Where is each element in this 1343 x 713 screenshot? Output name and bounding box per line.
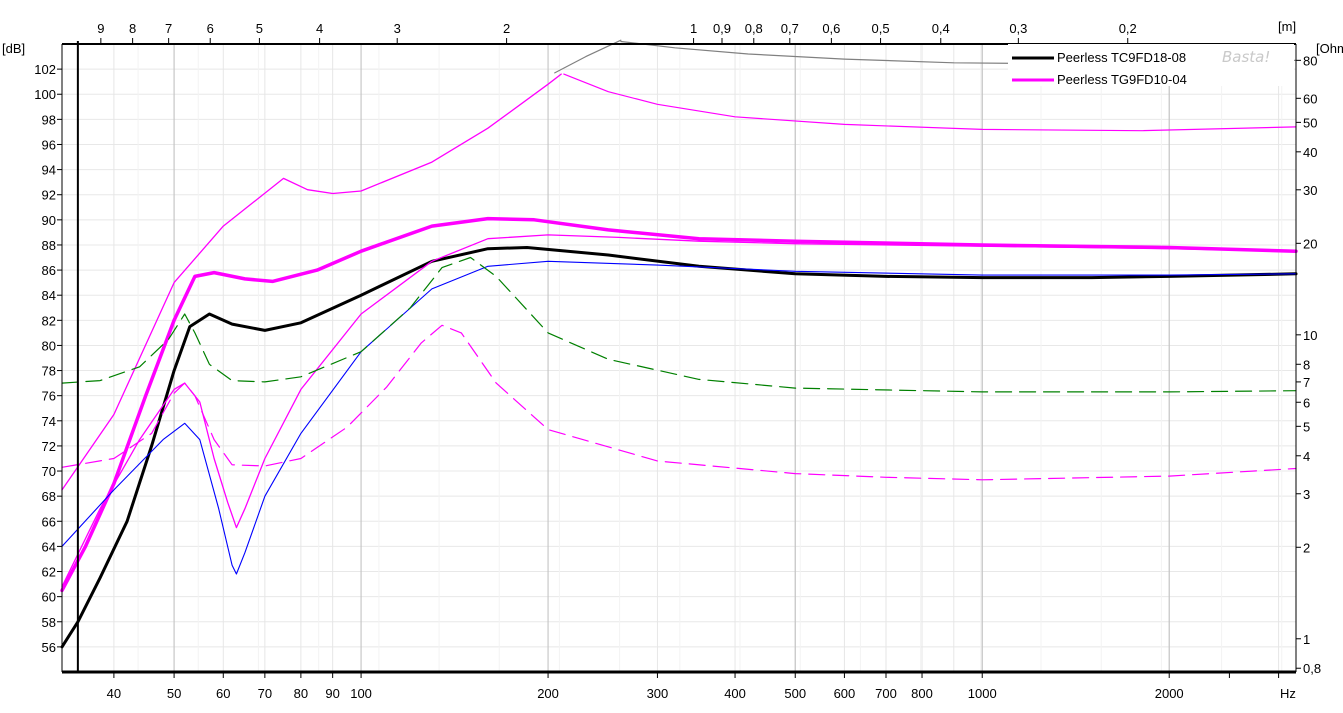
right-tick-label: 50: [1303, 115, 1317, 130]
top-tick-label: 0,7: [781, 21, 799, 36]
top-tick-label: 5: [256, 21, 263, 36]
right-tick-label: 20: [1303, 236, 1317, 251]
legend: Peerless TC9FD18-08 Peerless TG9FD10-04 …: [1008, 44, 1294, 87]
right-tick-label: 0,8: [1303, 661, 1321, 676]
right-tick-label: 40: [1303, 145, 1317, 160]
top-tick-label: 7: [165, 21, 172, 36]
right-tick-label: 7: [1303, 375, 1310, 390]
x-tick-label: 70: [258, 686, 272, 701]
series-line-0: [60, 246, 1298, 649]
right-tick-label: 10: [1303, 328, 1317, 343]
x-tick-label: 100: [350, 686, 372, 701]
legend-label-tc9fd: Peerless TC9FD18-08: [1057, 50, 1186, 65]
tick-labels-layer: 5658606264666870727476788082848688909294…: [34, 21, 1321, 701]
x-axis-label: Hz: [1280, 686, 1296, 701]
series-line-8: [61, 256, 1297, 393]
x-tick-label: 300: [647, 686, 669, 701]
y-tick-label: 80: [42, 338, 56, 353]
y-tick-label: 74: [42, 414, 56, 429]
right-tick-label: 8: [1303, 357, 1310, 372]
top-tick-label: 0,6: [822, 21, 840, 36]
x-tick-label: 800: [911, 686, 933, 701]
top-tick-label: 0,3: [1009, 21, 1027, 36]
x-tick-label: 50: [167, 686, 181, 701]
watermark: Basta!: [1222, 48, 1270, 66]
series-line-9: [61, 324, 1297, 481]
top-tick-label: 6: [207, 21, 214, 36]
right-tick-label: 5: [1303, 419, 1310, 434]
top-tick-label: 8: [129, 21, 136, 36]
axes-layer: [57, 38, 1301, 678]
y-tick-label: 86: [42, 263, 56, 278]
series-line-2: [61, 73, 562, 491]
top-tick-label: 0,8: [745, 21, 763, 36]
y-tick-label: 58: [42, 615, 56, 630]
y-tick-label: 56: [42, 640, 56, 655]
right-tick-label: 60: [1303, 91, 1317, 106]
x-tick-label: 700: [875, 686, 897, 701]
y-tick-label: 68: [42, 489, 56, 504]
top-tick-label: 4: [316, 21, 323, 36]
x-tick-label: 1000: [968, 686, 997, 701]
series-line-5: [563, 73, 1297, 132]
top-tick-label: 0,2: [1119, 21, 1137, 36]
x-tick-label: 500: [784, 686, 806, 701]
x-tick-label: 60: [216, 686, 230, 701]
y-tick-label: 60: [42, 590, 56, 605]
top-tick-label: 0,5: [872, 21, 890, 36]
grid-lines: [62, 44, 1296, 672]
x-tick-label: 600: [834, 686, 856, 701]
legend-label-tg9fd: Peerless TG9FD10-04: [1057, 72, 1187, 87]
y-tick-label: 102: [34, 62, 56, 77]
right-tick-label: 6: [1303, 395, 1310, 410]
y-tick-label: 82: [42, 313, 56, 328]
top-tick-label: 0,4: [932, 21, 950, 36]
top-tick-label: 9: [97, 21, 104, 36]
series-line-3: [554, 39, 622, 74]
right-tick-label: 1: [1303, 632, 1310, 647]
left-axis-label: [dB]: [2, 41, 25, 56]
top-axis-label: [m]: [1278, 19, 1296, 34]
y-tick-label: 96: [42, 137, 56, 152]
series-line-6: [61, 234, 1297, 588]
top-tick-label: 1: [690, 21, 697, 36]
y-tick-label: 84: [42, 288, 56, 303]
right-axis-label: [Ohm]: [1316, 41, 1343, 56]
y-tick-label: 90: [42, 213, 56, 228]
x-tick-label: 90: [325, 686, 339, 701]
series-line-7: [61, 260, 1297, 575]
y-tick-label: 78: [42, 364, 56, 379]
top-tick-label: 3: [394, 21, 401, 36]
legend-background: [1008, 44, 1294, 86]
x-tick-label: 200: [537, 686, 559, 701]
y-tick-label: 98: [42, 112, 56, 127]
right-tick-label: 2: [1303, 540, 1310, 555]
series-line-1: [60, 216, 1298, 593]
y-tick-label: 64: [42, 539, 56, 554]
y-tick-label: 92: [42, 188, 56, 203]
top-tick-label: 2: [503, 21, 510, 36]
y-tick-label: 100: [34, 87, 56, 102]
y-tick-label: 94: [42, 163, 56, 178]
x-tick-label: 400: [724, 686, 746, 701]
y-tick-label: 70: [42, 464, 56, 479]
x-tick-label: 80: [294, 686, 308, 701]
right-tick-label: 4: [1303, 449, 1310, 464]
y-tick-label: 76: [42, 389, 56, 404]
y-tick-label: 72: [42, 439, 56, 454]
y-tick-label: 62: [42, 565, 56, 580]
y-tick-label: 88: [42, 238, 56, 253]
x-tick-label: 2000: [1155, 686, 1184, 701]
top-tick-label: 0,9: [713, 21, 731, 36]
y-tick-label: 66: [42, 514, 56, 529]
right-tick-label: 80: [1303, 53, 1317, 68]
right-tick-label: 3: [1303, 487, 1310, 502]
curves-layer: [60, 39, 1298, 649]
right-tick-label: 30: [1303, 183, 1317, 198]
x-tick-label: 40: [107, 686, 121, 701]
